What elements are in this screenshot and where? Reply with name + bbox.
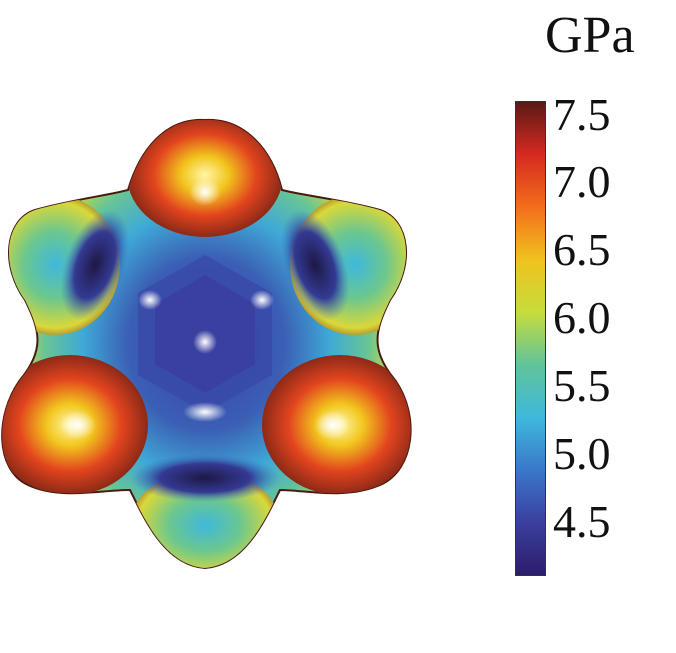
colorbar-tick-label: 4.5 <box>553 495 611 547</box>
lobe-top <box>127 119 283 237</box>
colorbar-tick-label: 5.0 <box>553 427 611 479</box>
colorbar-tick-label: 7.5 <box>553 88 611 140</box>
colorbar-unit-label: GPa <box>545 7 635 64</box>
valley-upper-left <box>60 209 130 321</box>
colorbar-tick-label: 6.5 <box>553 224 611 276</box>
colorbar-tick-label: 6.0 <box>553 292 611 344</box>
colorbar-tick-label: 5.5 <box>553 360 611 411</box>
highlight-right-lobe <box>314 410 350 440</box>
highlight-center <box>193 330 217 354</box>
colorbar-tick-label: 7.0 <box>553 156 611 208</box>
highlight-top-lobe <box>189 178 221 206</box>
hexagonal-surface <box>1 118 412 570</box>
colorbar <box>515 101 546 576</box>
highlight-upper-left <box>138 290 162 310</box>
valley-upper-right <box>280 209 350 321</box>
highlight-left-lobe <box>60 410 96 440</box>
highlight-bottom <box>183 402 227 422</box>
valley-bottom <box>130 454 280 502</box>
highlight-upper-right <box>250 290 274 310</box>
